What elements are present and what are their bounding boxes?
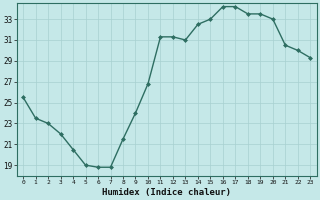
X-axis label: Humidex (Indice chaleur): Humidex (Indice chaleur) [102,188,231,197]
